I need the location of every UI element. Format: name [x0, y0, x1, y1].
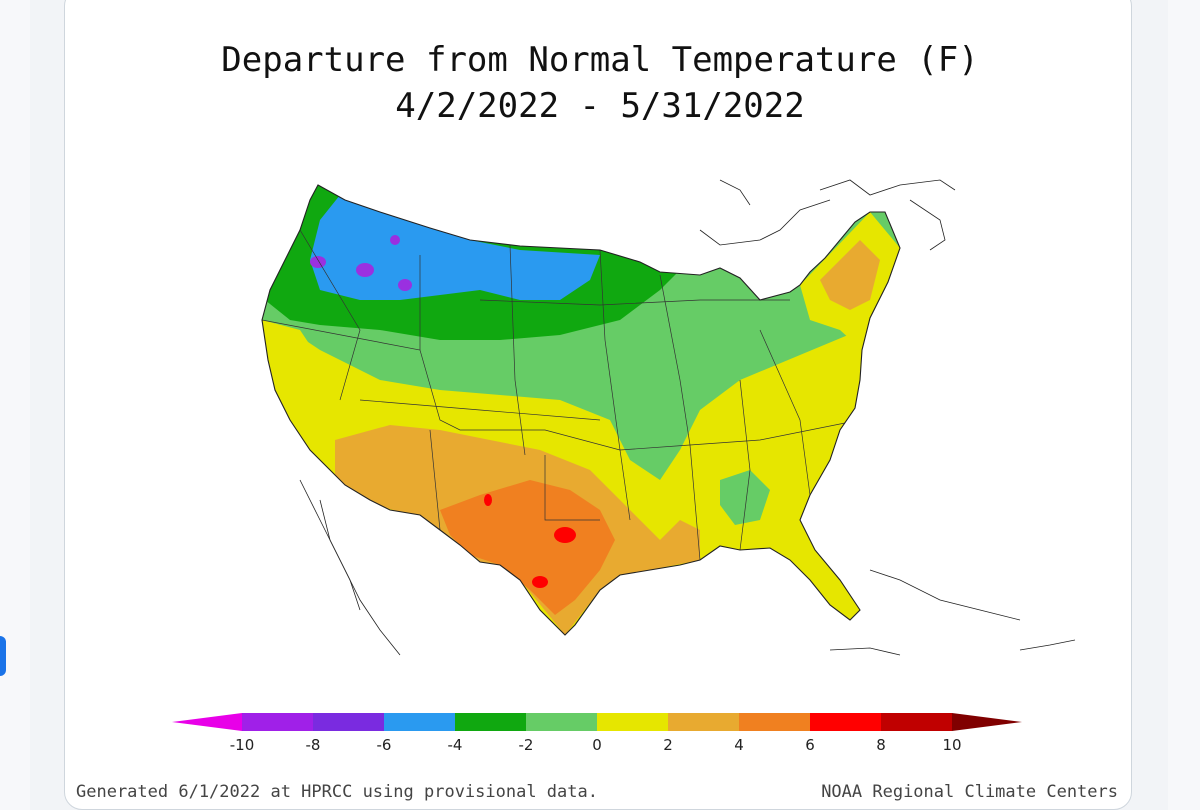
legend-swatch	[810, 713, 881, 731]
legend-tick-label: 2	[663, 736, 673, 754]
legend-tick-label: 10	[942, 736, 962, 754]
purple-spot-4	[390, 235, 400, 245]
orange-region	[440, 480, 615, 615]
generated-note: Generated 6/1/2022 at HPRCC using provis…	[76, 782, 598, 802]
legend-tick-label: -8	[305, 736, 321, 754]
legend-swatch	[526, 713, 597, 731]
legend-arrow-right	[952, 713, 1022, 731]
map-title: Departure from Normal Temperature (F)	[221, 40, 979, 80]
legend-swatch	[739, 713, 810, 731]
legend-swatch	[597, 713, 668, 731]
legend-tick-label: -4	[447, 736, 463, 754]
southeast-green-patch	[720, 470, 770, 525]
map-date-range: 4/2/2022 - 5/31/2022	[395, 86, 805, 126]
legend-swatch	[881, 713, 952, 731]
state-boundaries	[262, 229, 861, 561]
red-spot-3	[484, 494, 492, 506]
page-right-margin	[1168, 0, 1200, 810]
legend-arrow-left	[172, 713, 242, 731]
neighbor-outlines	[299, 179, 1076, 656]
northeast-orange	[820, 240, 880, 310]
legend-tick-label: -10	[229, 736, 255, 754]
legend-swatch	[242, 713, 313, 731]
legend-swatch	[668, 713, 739, 731]
legend-swatch	[455, 713, 526, 731]
blue-region	[310, 195, 600, 300]
legend-tick-label: -2	[518, 736, 534, 754]
purple-spot-2	[356, 263, 374, 277]
legend-tick-label: 0	[592, 736, 602, 754]
purple-spot-3	[398, 279, 412, 291]
legend-tick-label: -6	[376, 736, 392, 754]
legend-colorbar	[172, 713, 1022, 731]
red-spot-1	[554, 527, 576, 543]
purple-spot-1	[310, 256, 326, 268]
us-outline	[261, 184, 901, 636]
legend-tick-label: 4	[734, 736, 744, 754]
source-credit: NOAA Regional Climate Centers	[821, 782, 1118, 802]
legend-swatch	[313, 713, 384, 731]
legend-tick-label: 8	[876, 736, 886, 754]
legend-tick-label: 6	[805, 736, 815, 754]
legend-swatch	[384, 713, 455, 731]
page-left-margin	[0, 0, 30, 810]
red-spot-2	[532, 576, 548, 588]
coastal-yellow-west	[262, 320, 320, 450]
scroll-indicator[interactable]	[0, 636, 6, 676]
